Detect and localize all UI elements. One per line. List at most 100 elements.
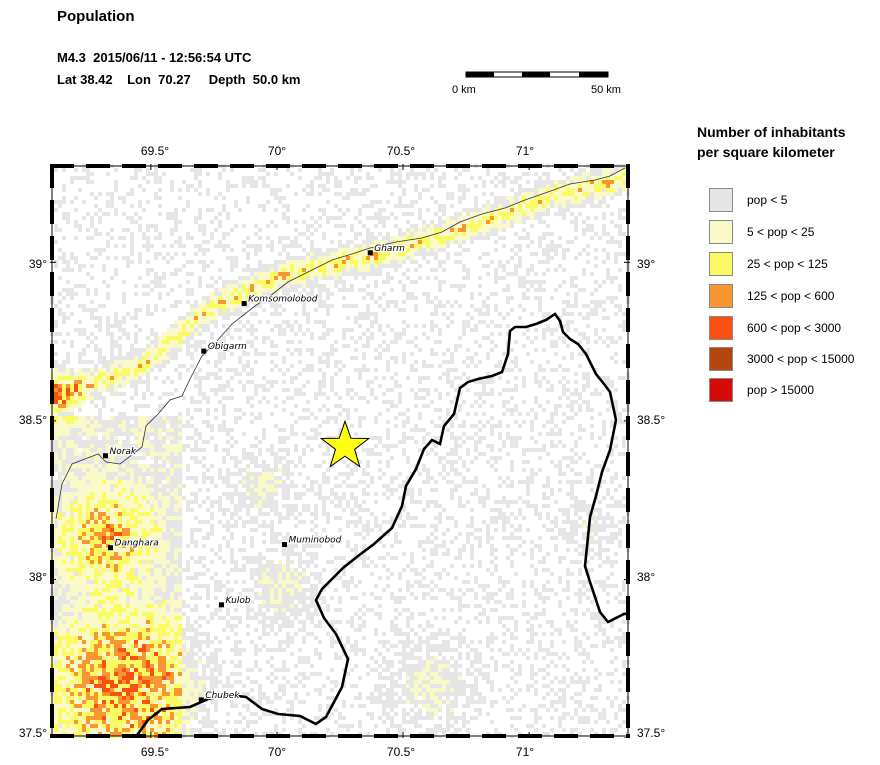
population-cell: [558, 316, 562, 320]
population-cell: [110, 476, 114, 480]
population-cell: [502, 440, 506, 444]
population-cell: [406, 256, 410, 260]
population-cell: [470, 360, 474, 364]
population-cell: [90, 456, 94, 460]
population-cell: [174, 208, 178, 212]
population-cell: [590, 468, 594, 472]
population-cell: [82, 492, 86, 496]
population-cell: [134, 476, 138, 480]
population-cell: [194, 400, 198, 404]
population-cell: [530, 204, 534, 208]
population-cell: [422, 360, 426, 364]
population-cell: [294, 492, 298, 496]
population-cell: [266, 400, 270, 404]
population-cell: [426, 404, 430, 408]
population-cell: [194, 308, 198, 312]
population-cell: [346, 264, 350, 268]
population-cell: [462, 476, 466, 480]
population-cell: [342, 252, 346, 256]
population-cell: [586, 184, 590, 188]
population-cell: [322, 452, 326, 456]
population-cell: [222, 340, 226, 344]
population-cell: [78, 488, 82, 492]
population-cell: [402, 188, 406, 192]
population-cell: [214, 416, 218, 420]
population-cell: [90, 476, 94, 480]
population-cell: [434, 224, 438, 228]
population-cell: [450, 204, 454, 208]
population-cell: [522, 452, 526, 456]
population-cell: [118, 352, 122, 356]
population-cell: [478, 216, 482, 220]
population-cell: [442, 280, 446, 284]
population-cell: [558, 488, 562, 492]
population-cell: [126, 228, 130, 232]
population-cell: [110, 368, 114, 372]
population-cell: [278, 288, 282, 292]
population-cell: [234, 492, 238, 496]
population-cell: [518, 280, 522, 284]
population-cell: [438, 180, 442, 184]
population-cell: [262, 288, 266, 292]
population-cell: [330, 328, 334, 332]
population-cell: [58, 200, 62, 204]
population-cell: [510, 484, 514, 488]
population-cell: [294, 320, 298, 324]
population-cell: [118, 468, 122, 472]
population-cell: [262, 208, 266, 212]
population-cell: [546, 180, 550, 184]
population-cell: [422, 252, 426, 256]
population-cell: [502, 264, 506, 268]
population-cell: [138, 432, 142, 436]
population-cell: [62, 440, 66, 444]
population-cell: [482, 336, 486, 340]
population-cell: [558, 184, 562, 188]
population-cell: [474, 444, 478, 448]
population-cell: [386, 436, 390, 440]
population-cell: [110, 344, 114, 348]
population-cell: [586, 228, 590, 232]
population-cell: [582, 452, 586, 456]
population-cell: [242, 496, 246, 500]
population-cell: [442, 240, 446, 244]
population-cell: [586, 252, 590, 256]
population-cell: [466, 224, 470, 228]
population-cell: [262, 296, 266, 300]
population-cell: [214, 484, 218, 488]
population-cell: [170, 228, 174, 232]
population-cell: [430, 352, 434, 356]
population-cell: [526, 212, 530, 216]
population-cell: [554, 344, 558, 348]
population-cell: [414, 188, 418, 192]
population-cell: [482, 204, 486, 208]
population-cell: [382, 376, 386, 380]
population-cell: [618, 244, 622, 248]
population-cell: [326, 364, 330, 368]
population-cell: [414, 184, 418, 188]
population-cell: [598, 300, 602, 304]
population-cell: [298, 472, 302, 476]
population-cell: [494, 424, 498, 428]
population-cell: [618, 240, 622, 244]
population-cell: [90, 384, 94, 388]
population-cell: [326, 356, 330, 360]
population-cell: [198, 216, 202, 220]
population-cell: [218, 220, 222, 224]
population-cell: [174, 440, 178, 444]
population-cell: [246, 300, 250, 304]
population-cell: [618, 180, 622, 184]
population-cell: [342, 256, 346, 260]
population-cell: [146, 424, 150, 428]
population-cell: [286, 472, 290, 476]
population-cell: [122, 492, 126, 496]
population-cell: [530, 284, 534, 288]
population-cell: [234, 420, 238, 424]
population-cell: [110, 348, 114, 352]
population-cell: [562, 420, 566, 424]
population-cell: [250, 328, 254, 332]
population-cell: [150, 172, 154, 176]
population-cell: [158, 176, 162, 180]
population-cell: [254, 456, 258, 460]
population-cell: [606, 380, 610, 384]
